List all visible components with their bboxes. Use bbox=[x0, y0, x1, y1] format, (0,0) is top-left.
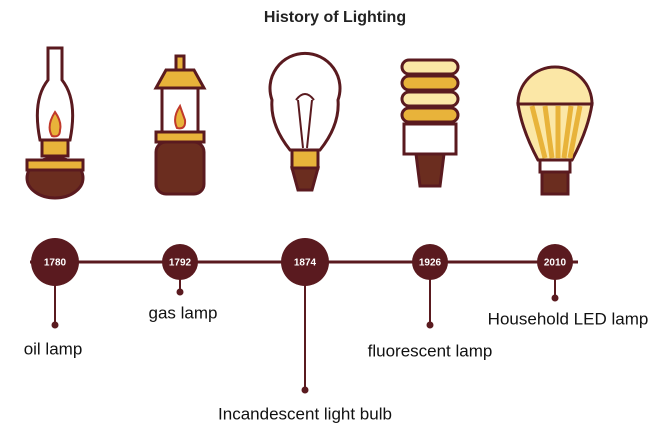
year-node bbox=[412, 244, 448, 280]
events: 1780 oil lamp 1792 gas lamp 1874 Incandescent… bbox=[24, 238, 649, 423]
oil-lamp-icon bbox=[25, 46, 85, 200]
year: 1792 bbox=[169, 258, 192, 269]
year: 1926 bbox=[419, 258, 442, 269]
stem-dot bbox=[301, 386, 309, 394]
year-node bbox=[537, 244, 573, 280]
year-node bbox=[31, 238, 79, 286]
gas-lamp-icon bbox=[153, 54, 207, 196]
stem-dot bbox=[176, 288, 184, 296]
stem-dot bbox=[426, 321, 434, 329]
year-node bbox=[162, 244, 198, 280]
year: 2010 bbox=[544, 258, 567, 269]
event-label: gas lamp bbox=[149, 303, 218, 322]
event-label: Incandescent light bulb bbox=[218, 404, 392, 423]
year: 1780 bbox=[44, 258, 67, 269]
bulb-icon bbox=[268, 51, 342, 192]
title: History of Lighting bbox=[264, 9, 406, 26]
led-icon bbox=[516, 65, 594, 196]
event-label: fluorescent lamp bbox=[368, 341, 493, 360]
stem-dot bbox=[51, 321, 59, 329]
event-label: oil lamp bbox=[24, 339, 83, 358]
fluorescent-icon bbox=[400, 58, 460, 188]
year: 1874 bbox=[294, 258, 317, 269]
event-label: Household LED lamp bbox=[488, 309, 649, 328]
stem-dot bbox=[551, 294, 559, 302]
year-node bbox=[281, 238, 329, 286]
